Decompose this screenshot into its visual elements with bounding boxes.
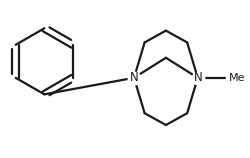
Text: N: N <box>194 71 202 84</box>
Text: Me: Me <box>228 73 245 83</box>
Text: N: N <box>130 71 138 84</box>
